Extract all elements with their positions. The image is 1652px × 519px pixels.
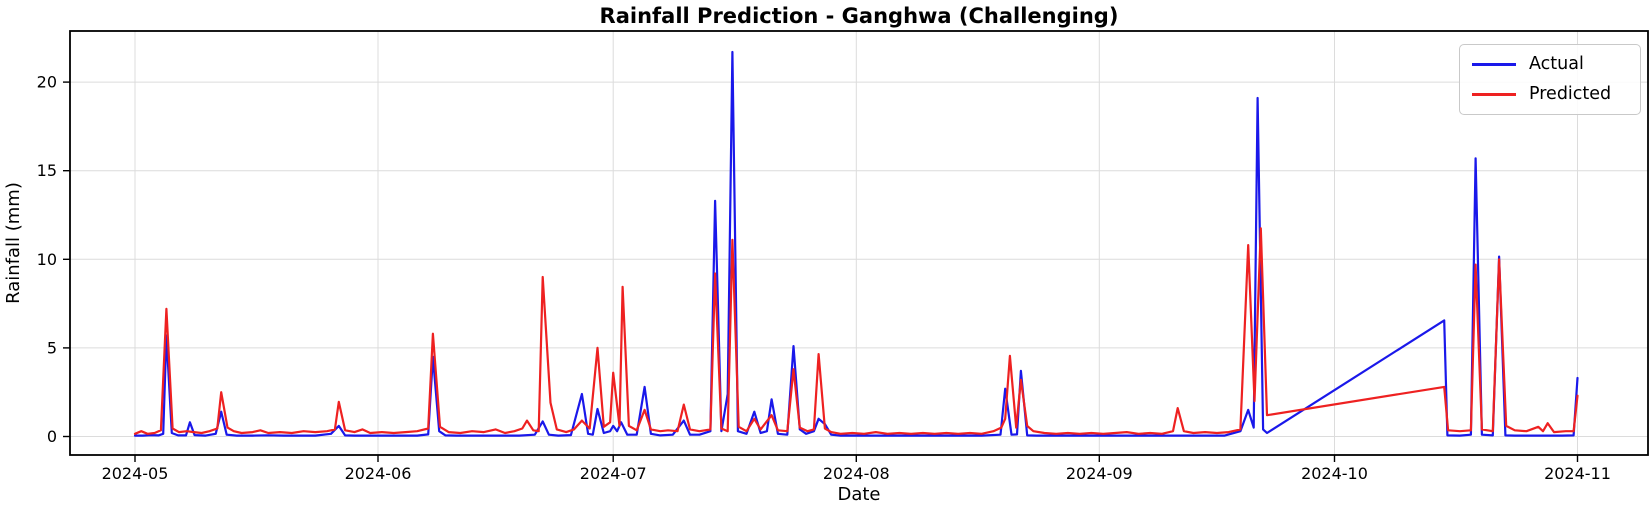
y-tick-label: 15 [37,161,57,180]
legend-item-predicted: Predicted [1472,84,1630,104]
y-tick-label: 0 [47,427,57,446]
chart-title: Rainfall Prediction - Ganghwa (Challengi… [599,4,1119,28]
x-tick-label: 2024-07 [580,464,647,483]
legend-label-predicted: Predicted [1529,84,1612,104]
predicted-series-line [133,227,1579,435]
predicted-line-swatch [1472,93,1516,97]
x-tick-label: 2024-05 [102,464,169,483]
legend: Actual Predicted [1459,44,1641,115]
axes-spines [69,30,1649,456]
legend-item-actual: Actual [1472,53,1630,74]
y-tick-label: 20 [37,73,57,92]
y-tick-label: 5 [47,338,57,357]
y-tick-label: 10 [37,250,57,269]
x-tick-label: 2024-09 [1066,464,1133,483]
x-tick-label: 2024-11 [1544,464,1611,483]
x-tick-label: 2024-06 [345,464,412,483]
actual-line-swatch [1472,62,1516,66]
x-axis-label: Date [837,484,881,505]
x-tick-label: 2024-10 [1301,464,1368,483]
x-tick-label: 2024-08 [823,464,890,483]
legend-label-actual: Actual [1529,53,1584,74]
